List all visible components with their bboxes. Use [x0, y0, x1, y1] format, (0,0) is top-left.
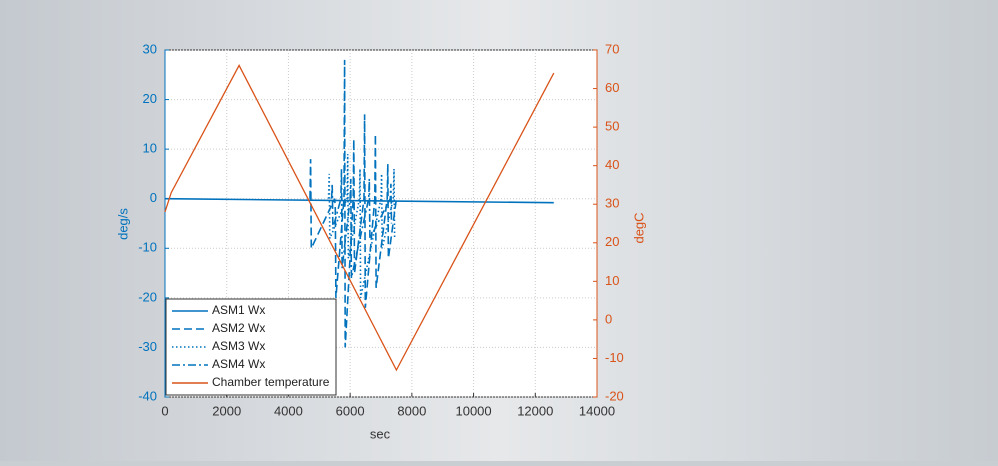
y-tick-label: 10	[143, 141, 157, 156]
legend-label: ASM3 Wx	[212, 339, 265, 353]
y2-tick-label: -10	[605, 350, 624, 365]
y-tick-label: -20	[138, 289, 157, 304]
x-axis-label: sec	[370, 426, 391, 441]
x-tick-label: 6000	[336, 403, 365, 418]
x-tick-label: 8000	[397, 403, 426, 418]
series-line	[330, 168, 393, 279]
y2-tick-label: 20	[605, 234, 619, 249]
y2-tick-label: 10	[605, 273, 619, 288]
y-tick-label: -40	[138, 388, 157, 403]
y-tick-label: 20	[143, 91, 157, 106]
x-tick-label: 2000	[212, 403, 241, 418]
y-axis-label: deg/s	[115, 208, 130, 240]
y2-tick-label: 40	[605, 157, 619, 172]
series-line	[309, 59, 398, 348]
legend-label: Chamber temperature	[212, 375, 330, 389]
series-line	[164, 64, 555, 372]
y-tick-label: 0	[150, 190, 157, 205]
legend-label: ASM2 Wx	[212, 321, 265, 335]
legend-box	[165, 298, 337, 396]
x-tick-label: 12000	[517, 403, 553, 418]
y2-tick-label: 50	[605, 119, 619, 134]
y-tick-label: -30	[138, 339, 157, 354]
x-tick-label: 14000	[579, 403, 615, 418]
x-tick-label: 10000	[455, 403, 491, 418]
legend-label: ASM1 Wx	[212, 303, 265, 317]
y2-tick-label: 0	[605, 311, 612, 326]
y2-tick-label: 70	[605, 41, 619, 56]
y2-tick-label: 60	[605, 80, 619, 95]
series-line	[164, 197, 554, 204]
x-tick-label: 4000	[274, 403, 303, 418]
x-tick-label: 0	[161, 403, 168, 418]
y2-tick-label: 30	[605, 196, 619, 211]
y2-tick-label: -20	[605, 388, 624, 403]
y-tick-label: 30	[143, 41, 157, 56]
legend-label: ASM4 Wx	[212, 357, 265, 371]
y-tick-label: -10	[138, 240, 157, 255]
y2-axis-label: degC	[631, 212, 646, 243]
